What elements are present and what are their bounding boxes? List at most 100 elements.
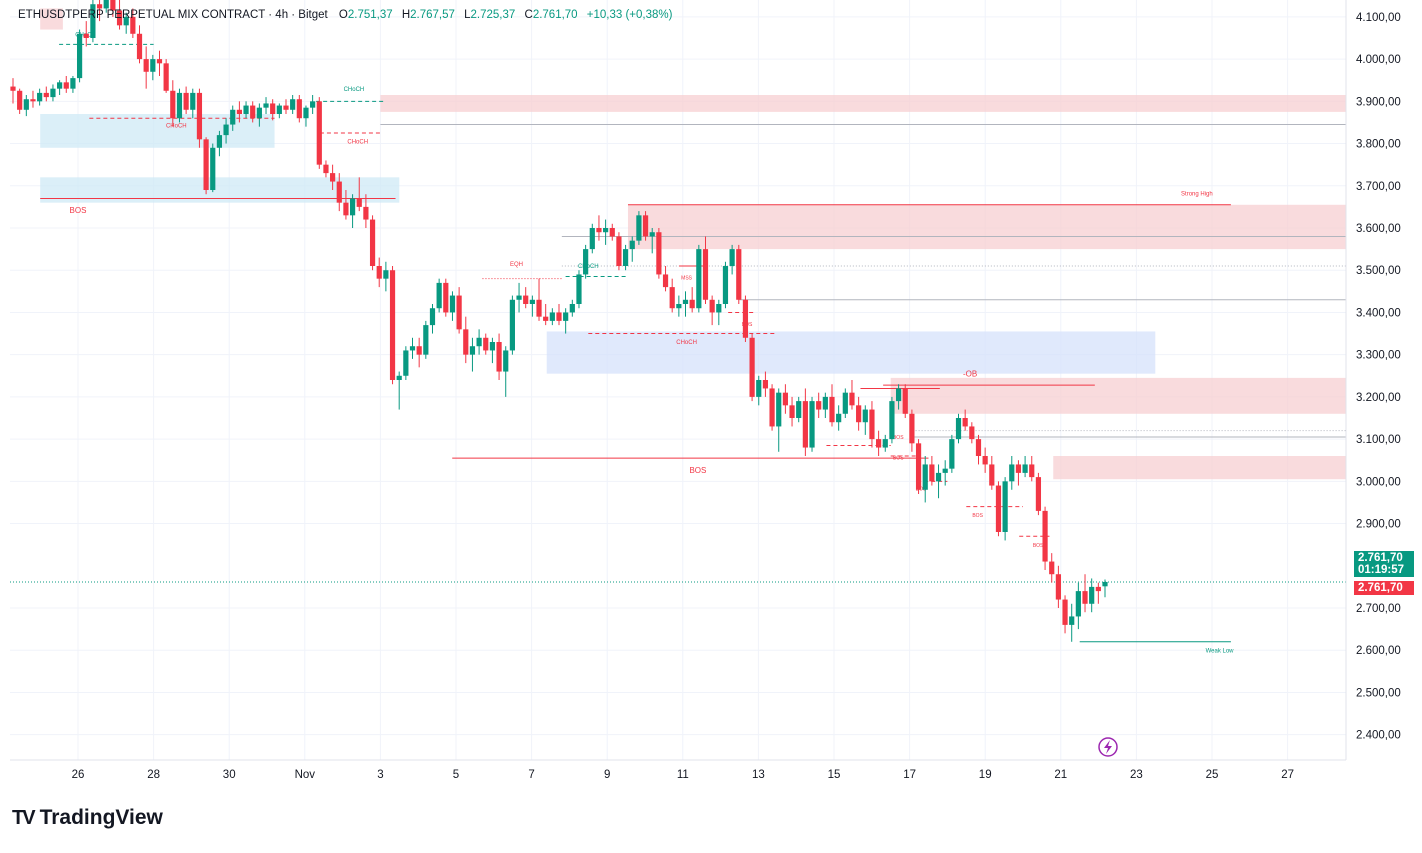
- candle: [250, 101, 256, 123]
- candle: [136, 25, 143, 64]
- candle: [596, 215, 602, 241]
- candle-body: [323, 164, 329, 174]
- candle-body: [709, 299, 715, 313]
- candle: [37, 88, 43, 106]
- candle: [756, 375, 762, 406]
- candle-body: [389, 270, 396, 380]
- candle: [549, 308, 555, 326]
- axis-layer: 4.100,00 4.000,00 3.900,00 3.800,00 3.700,00…: [10, 0, 1401, 781]
- candle-body: [316, 101, 322, 165]
- candle-body: [682, 299, 689, 304]
- candle-body: [656, 232, 662, 275]
- candle: [1015, 460, 1022, 486]
- candle-body: [556, 312, 562, 321]
- candle: [1089, 578, 1095, 613]
- structure-label: BOS: [893, 455, 904, 461]
- supply-zone: [890, 377, 1346, 414]
- candle: [123, 12, 129, 34]
- x-tick-label: 11: [677, 769, 689, 781]
- candle-body: [156, 59, 163, 64]
- candle: [603, 219, 609, 245]
- candle-body: [995, 485, 1002, 532]
- candle-body: [276, 105, 282, 114]
- candle-body: [456, 295, 462, 330]
- candle: [642, 211, 649, 241]
- structure-label: Weak Low: [1206, 648, 1235, 654]
- candle-body: [243, 105, 249, 114]
- x-tick-label: 25: [1206, 769, 1219, 781]
- candle-body: [416, 346, 422, 355]
- candle-body: [969, 426, 975, 440]
- candle-body: [1095, 586, 1101, 592]
- candle: [356, 177, 362, 212]
- candle: [17, 88, 23, 114]
- candle-body: [10, 86, 16, 91]
- structure-label: BOS: [916, 487, 927, 493]
- candle: [782, 384, 788, 414]
- candle-body: [696, 249, 702, 309]
- candle-body: [736, 249, 742, 300]
- candle-body: [809, 401, 815, 448]
- ohlc-close: C2.761,70: [524, 9, 578, 21]
- structure-label: BOS: [1033, 543, 1044, 549]
- candle: [1062, 595, 1068, 634]
- candle: [183, 86, 189, 114]
- structure-label: BOS: [972, 513, 983, 519]
- candle-body: [722, 266, 729, 304]
- candle-body: [136, 33, 143, 60]
- candle-body: [822, 396, 828, 410]
- candle: [676, 295, 682, 317]
- y-tick-label: 3.200,00: [1356, 392, 1401, 404]
- y-tick-label: 4.100,00: [1356, 12, 1401, 24]
- candle-body: [429, 308, 436, 326]
- candle: [369, 215, 376, 271]
- y-tick-label: 2.400,00: [1356, 730, 1401, 742]
- candle-body: [989, 464, 995, 486]
- candle: [882, 434, 888, 452]
- candle: [789, 396, 795, 427]
- candle-body: [789, 405, 795, 418]
- candle-body: [57, 82, 63, 89]
- candle: [929, 456, 935, 486]
- candle-body: [869, 409, 875, 440]
- candle: [622, 244, 629, 271]
- y-tick-label: 2.600,00: [1356, 645, 1401, 657]
- candle-body: [836, 413, 842, 423]
- candle-body: [629, 240, 635, 250]
- candle: [310, 95, 316, 114]
- candle-body: [669, 287, 675, 309]
- structure-label: BOS: [689, 466, 706, 475]
- candle: [516, 282, 522, 313]
- candle-body: [443, 282, 449, 313]
- candle-body: [250, 105, 256, 119]
- candle-body: [902, 388, 908, 414]
- candle: [170, 80, 176, 127]
- candle-body: [1082, 591, 1088, 604]
- candle-body: [343, 202, 349, 216]
- tradingview-logo-icon: TV: [12, 806, 36, 829]
- tradingview-logo[interactable]: TV TradingView: [12, 806, 163, 830]
- candle: [955, 413, 962, 444]
- y-tick-label: 3.000,00: [1356, 476, 1401, 488]
- last-price-tag: 2.761,70 01:19:57: [1354, 551, 1414, 577]
- candle: [796, 396, 802, 423]
- symbol-title[interactable]: ETHUSDTPERP PERPETUAL MIX CONTRACT · 4h …: [18, 9, 328, 21]
- candle: [290, 95, 296, 114]
- candle: [276, 103, 282, 119]
- candle: [975, 434, 982, 465]
- candle: [383, 261, 389, 292]
- x-tick-label: 27: [1281, 769, 1294, 781]
- candle-body: [895, 388, 902, 402]
- candle: [856, 396, 862, 431]
- candle: [176, 88, 183, 123]
- candle-body: [882, 439, 888, 448]
- x-tick-label: 5: [453, 769, 459, 781]
- candle-body: [436, 282, 442, 309]
- candle-body: [349, 198, 356, 216]
- candle: [556, 304, 562, 326]
- candle: [949, 434, 955, 473]
- candle: [483, 333, 489, 355]
- candle: [816, 392, 822, 418]
